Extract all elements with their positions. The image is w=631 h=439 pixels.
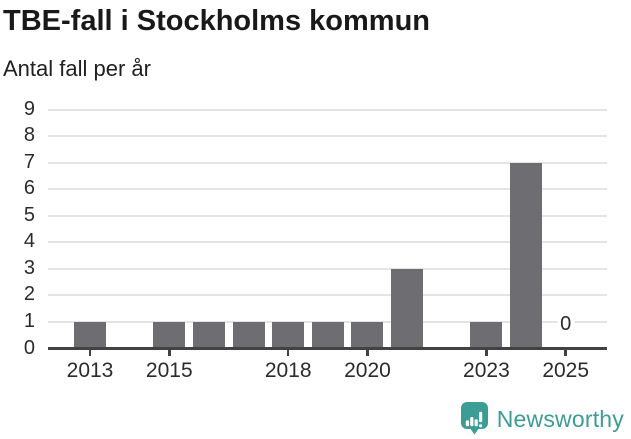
y-gridline [48,188,607,191]
bar-2016 [192,321,225,349]
chart-title: TBE-fall i Stockholms kommun [3,5,430,37]
x-axis-tick [485,350,488,356]
newsworthy-brand-link[interactable]: Newsworthy [460,402,624,436]
bar-2020 [351,321,384,349]
bar-2019 [311,321,344,349]
bar-2015 [153,321,186,349]
y-gridline [48,108,607,111]
y-gridline [48,214,607,217]
y-axis-tick-label: 9 [23,97,35,120]
x-axis-line [48,347,607,350]
x-axis-tick [286,350,290,356]
bar-2023 [470,321,503,349]
y-gridline [48,267,607,270]
y-gridline [48,241,607,244]
y-axis-tick-label: 1 [23,310,35,333]
y-axis-tick-label: 7 [23,150,35,173]
newsworthy-brand-label: Newsworthy [496,405,624,432]
x-axis-tick [564,350,567,356]
bar-2018 [272,321,305,349]
y-gridline [48,161,607,164]
x-axis-tick-label: 2013 [66,359,114,382]
x-axis-tick-label: 2020 [344,359,391,382]
x-axis-tick-label: 2023 [463,359,510,382]
y-axis-tick-label: 8 [23,124,35,147]
bar-2017 [232,321,265,349]
x-axis-tick [366,350,369,356]
x-axis-tick [88,350,92,356]
y-axis-tick-label: 4 [23,230,35,253]
y-axis-tick-label: 3 [23,257,35,280]
bar-2013 [74,321,106,349]
x-axis-tick [168,350,171,356]
x-axis-tick-label: 2015 [145,359,193,382]
chart-subtitle: Antal fall per år [3,56,151,81]
y-axis-tick-label: 6 [23,177,35,200]
y-axis-tick-label: 5 [23,203,35,226]
y-gridline [48,135,607,138]
zero-value-label: 0 [557,313,575,335]
y-axis-tick-label: 0 [23,336,35,359]
y-axis-tick-label: 2 [23,283,35,306]
x-axis-tick-label: 2025 [542,359,590,382]
y-gridline [48,294,607,297]
x-axis-tick-label: 2018 [264,359,312,382]
newsworthy-logo-icon [460,402,488,435]
bar-2024 [510,162,543,349]
bar-2021 [391,268,424,349]
